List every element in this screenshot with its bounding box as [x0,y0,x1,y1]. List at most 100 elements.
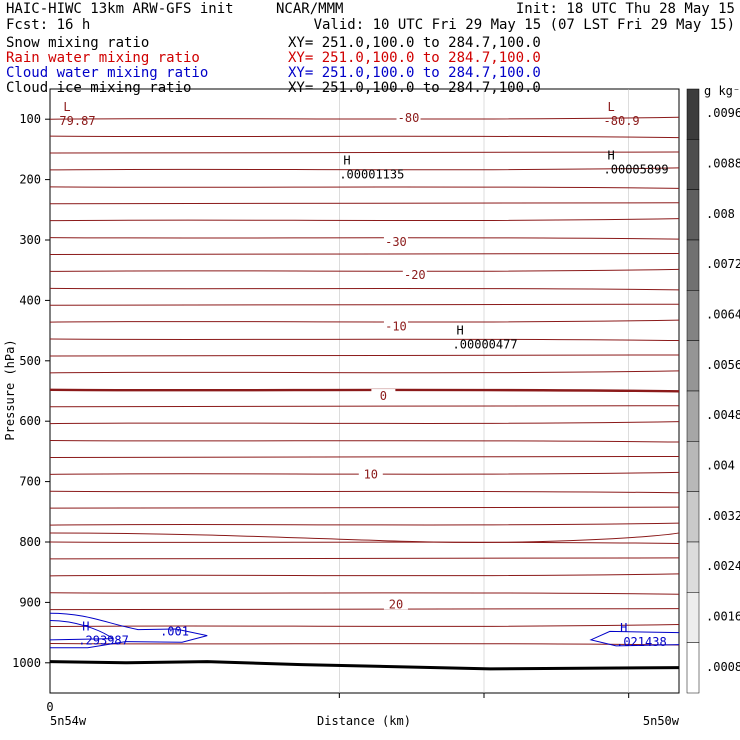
y-tick-label: 100 [19,112,41,126]
temperature-contour [49,440,680,443]
temperature-contour [49,218,680,222]
colorbar-label: .0088 [706,157,740,171]
colorbar-label: .0032 [706,509,740,523]
extremum-value: .293987 [78,634,129,648]
colorbar-label: .0072 [706,257,740,271]
temperature-contour [49,490,680,494]
colorbar: .0096 .0088 .008 .0072 .0064 .0056 .0048 .004 .0… [686,88,740,694]
extremum-value: .00001135 [339,167,404,181]
contour-label-bg [358,467,383,480]
colorbar-label: .0064 [706,308,740,322]
colorbar-segment [686,541,700,593]
field-name: Snow mixing ratio [6,35,149,51]
x-tick-zero: 0 [46,700,53,714]
field-name: Cloud ice mixing ratio [6,80,191,96]
colorbar-label: .0008 [706,660,740,674]
temperature-contour [49,151,680,154]
temperature-contour [49,252,680,255]
y-tick-label: 800 [19,535,41,549]
x-left-location: 5n54w [50,714,87,728]
cloud-water-contour [49,612,208,649]
temperature-contour [49,624,680,628]
colorbar-segment [686,390,700,442]
contour-label-bg [383,597,408,610]
colorbar-label: .0056 [706,358,740,372]
contour-label-bg [396,111,421,124]
terrain-line [49,660,680,671]
extremum-symbol: H [457,324,464,338]
colorbar-label: .0096 [706,106,740,120]
temperature-contour [49,421,680,425]
y-tick-label: 400 [19,293,41,307]
forecast-hour: Fcst: 16 h [6,17,90,33]
temperature-contour [49,319,680,323]
contour-label: 20 [389,597,403,611]
y-tick-label: 700 [19,475,41,489]
temperature-contour [49,532,680,543]
extremum-value: 79.87 [59,114,95,128]
extremum-symbol: H [620,621,627,635]
contour-label: -10 [385,320,407,334]
y-tick-label: 300 [19,233,41,247]
field-xy: XY= 251.0,100.0 to 284.7,100.0 [288,50,541,66]
colorbar-segment [686,340,700,392]
temperature-contour [49,167,680,171]
y-tick-label: 900 [19,595,41,609]
extremum-value: .021438 [616,635,667,649]
cloud-water-contour [589,630,680,647]
contour-label-bg [402,268,427,281]
field-xy: XY= 251.0,100.0 to 284.7,100.0 [288,65,541,81]
temperature-contour [49,268,680,272]
colorbar-label: .0024 [706,559,740,573]
temperature-contour [49,541,680,544]
field-list: Snow mixing ratio XY= 251.0,100.0 to 284.… [6,35,541,96]
colorbar-label: .008 [706,207,735,221]
colorbar-label: .004 [706,459,735,473]
x-axis-label: Distance (km) [317,714,411,728]
y-axis-label: Pressure (hPa) [3,339,17,440]
init-time: Init: 18 UTC Thu 28 May 15 [516,1,735,17]
colorbar-segment [686,491,700,543]
cloud-water-contours: .001 [49,612,680,649]
y-tick-label: 200 [19,173,41,187]
extremum-value: .00005899 [604,163,669,177]
colorbar-segment [686,290,700,341]
extremum-symbol: H [608,149,615,163]
contour-label-bg [371,389,396,402]
temperature-contour [49,455,680,458]
colorbar-segment [686,592,700,643]
temperature-contour [49,370,680,374]
temperature-contour [49,303,680,306]
x-axis [338,693,630,698]
extremum-symbol: H [343,153,350,167]
temperature-contour [49,522,680,526]
temperature-contour [49,287,680,291]
contour-label-bg [383,235,408,248]
extremum-value: -80.9 [604,114,640,128]
temperature-contour [49,592,680,595]
temperature-contour [49,405,680,408]
field-name: Cloud water mixing ratio [6,65,208,81]
y-tick-label: 600 [19,414,41,428]
temperature-contour [49,237,680,240]
contour-label: -30 [385,235,407,249]
field-xy: XY= 251.0,100.0 to 284.7,100.0 [288,80,541,96]
valid-time: Valid: 10 UTC Fri 29 May 15 (07 LST Fri … [314,17,735,33]
x-right-location: 5n50w [643,714,680,728]
temperature-contour [49,135,680,139]
colorbar-label: .0016 [706,610,740,624]
y-tick-label: 1000 [12,656,41,670]
colorbar-segment [686,642,700,694]
extremum-symbol: L [608,100,615,114]
contour-label: 0 [380,389,387,403]
colorbar-segment [686,239,700,291]
temperature-contour [49,338,680,342]
extremum-symbol: L [63,100,70,114]
temperature-contour [49,116,680,120]
temperature-contour [49,388,680,393]
colorbar-segment [686,139,700,190]
colorbar-segment [686,189,700,241]
title-org: NCAR/MMM [276,1,343,17]
temperature-contour [49,642,680,646]
